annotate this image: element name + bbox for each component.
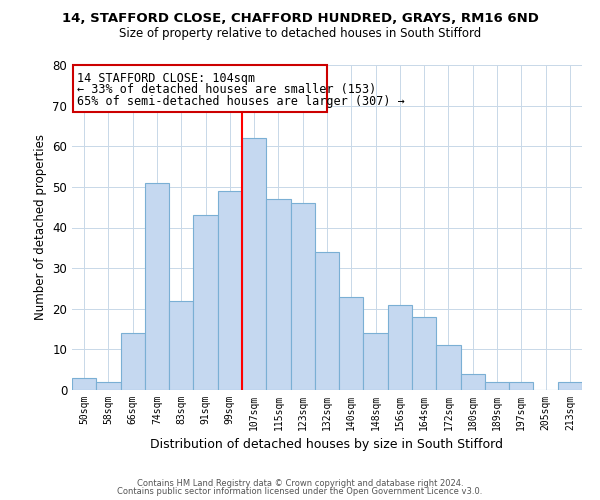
Bar: [169, 300, 193, 390]
Text: 65% of semi-detached houses are larger (307) →: 65% of semi-detached houses are larger (…: [77, 96, 404, 108]
Bar: [315, 252, 339, 390]
Bar: [218, 191, 242, 390]
Text: ← 33% of detached houses are smaller (153): ← 33% of detached houses are smaller (15…: [77, 84, 376, 96]
Bar: [242, 138, 266, 390]
Bar: [145, 183, 169, 390]
Bar: [96, 382, 121, 390]
Bar: [364, 333, 388, 390]
Bar: [339, 296, 364, 390]
Text: 14, STAFFORD CLOSE, CHAFFORD HUNDRED, GRAYS, RM16 6ND: 14, STAFFORD CLOSE, CHAFFORD HUNDRED, GR…: [62, 12, 538, 26]
Bar: [509, 382, 533, 390]
Y-axis label: Number of detached properties: Number of detached properties: [34, 134, 47, 320]
Bar: [558, 382, 582, 390]
Bar: [121, 333, 145, 390]
Text: Contains HM Land Registry data © Crown copyright and database right 2024.: Contains HM Land Registry data © Crown c…: [137, 478, 463, 488]
Bar: [412, 317, 436, 390]
Bar: [193, 216, 218, 390]
Text: 14 STAFFORD CLOSE: 104sqm: 14 STAFFORD CLOSE: 104sqm: [77, 72, 255, 86]
X-axis label: Distribution of detached houses by size in South Stifford: Distribution of detached houses by size …: [151, 438, 503, 452]
Text: Size of property relative to detached houses in South Stifford: Size of property relative to detached ho…: [119, 28, 481, 40]
Bar: [436, 346, 461, 390]
Bar: [266, 199, 290, 390]
Bar: [388, 304, 412, 390]
Bar: [485, 382, 509, 390]
Text: Contains public sector information licensed under the Open Government Licence v3: Contains public sector information licen…: [118, 487, 482, 496]
Bar: [73, 65, 327, 112]
Bar: [290, 203, 315, 390]
Bar: [461, 374, 485, 390]
Bar: [72, 378, 96, 390]
